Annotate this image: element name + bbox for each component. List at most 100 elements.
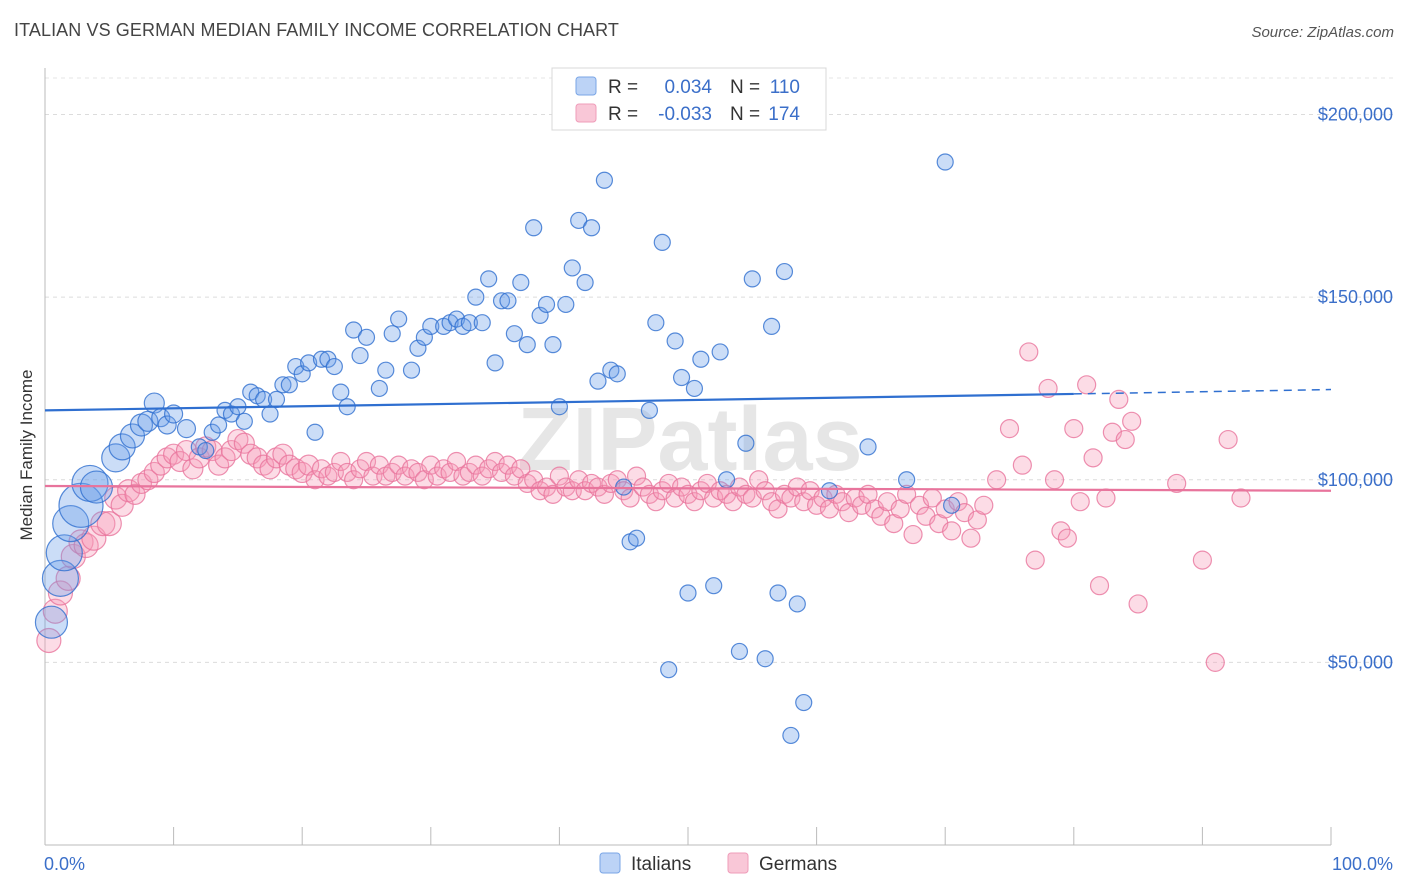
- italians-point-1: [41, 559, 80, 597]
- italians-point-2: [45, 534, 83, 572]
- germans-point-11: [110, 493, 134, 517]
- italians-point-28: [261, 405, 279, 423]
- germans-point-126: [852, 495, 872, 515]
- italians-point-95: [730, 642, 749, 661]
- italians-point-44: [370, 379, 388, 398]
- germans-point-69: [485, 451, 505, 472]
- axes: [44, 68, 1332, 846]
- germans-point-62: [440, 462, 460, 483]
- germans-point-43: [318, 466, 338, 486]
- trend-lines: [44, 388, 1332, 492]
- italians-point-68: [537, 295, 556, 314]
- italians-point-99: [762, 317, 781, 335]
- germans-point-53: [382, 462, 402, 483]
- chart-title: ITALIAN VS GERMAN MEDIAN FAMILY INCOME C…: [14, 20, 620, 40]
- x-tick-label-1: 100.0%: [1332, 854, 1393, 874]
- germans-point-94: [646, 492, 666, 512]
- germans-point-117: [794, 492, 814, 512]
- italians-point-88: [672, 368, 691, 387]
- germans-point-30: [233, 432, 255, 454]
- italians-point-30: [274, 376, 292, 394]
- bottom-legend: Italians Germans: [599, 852, 837, 875]
- italians-point-94: [717, 471, 736, 489]
- germans-legend-label: Germans: [759, 854, 837, 875]
- germans-point-156: [1070, 492, 1090, 512]
- italians-point-72: [563, 259, 581, 277]
- germans-point-54: [389, 455, 409, 475]
- germans-point-146: [987, 470, 1007, 490]
- italians-point-34: [300, 354, 318, 372]
- italians-point-61: [492, 292, 511, 310]
- italians-point-103: [788, 595, 806, 613]
- italians-point-89: [679, 584, 697, 602]
- germans-point-40: [298, 454, 320, 476]
- italians-n-value: 110: [770, 77, 800, 98]
- italians-point-43: [357, 328, 376, 346]
- italians-point-77: [595, 171, 614, 189]
- italians-point-59: [480, 270, 498, 288]
- italians-point-91: [692, 350, 710, 368]
- germans-point-47: [344, 470, 364, 490]
- germans-point-59: [421, 455, 441, 475]
- germans-point-166: [1167, 473, 1187, 494]
- germans-point-9: [96, 510, 122, 537]
- watermark: ZIPatlas: [517, 390, 862, 490]
- italians-swatch: [575, 76, 597, 96]
- germans-point-162: [1109, 389, 1129, 410]
- italians-point-20: [210, 416, 228, 434]
- italians-point-31: [280, 376, 298, 394]
- italians-trend-line: [44, 392, 1074, 412]
- germans-r-value: -0.033: [658, 104, 712, 125]
- germans-point-111: [755, 481, 775, 501]
- germans-point-93: [639, 484, 660, 504]
- germans-point-3: [55, 565, 81, 591]
- germans-point-145: [974, 495, 994, 515]
- germans-point-119: [806, 495, 827, 515]
- italians-point-38: [325, 357, 343, 376]
- italians-point-46: [383, 325, 401, 343]
- y-tick-labels: $50,000 $100,000 $150,000 $200,000: [1318, 105, 1393, 673]
- italians-point-71: [557, 295, 575, 314]
- germans-point-158: [1083, 448, 1103, 468]
- italians-point-57: [467, 288, 485, 306]
- italians-point-75: [582, 219, 601, 237]
- italians-point-107: [898, 471, 916, 489]
- y-tick-label-2: $150,000: [1318, 287, 1393, 307]
- italians-legend-label: Italians: [631, 854, 691, 875]
- germans-point-123: [832, 492, 852, 512]
- germans-point-70: [491, 462, 512, 483]
- germans-point-29: [227, 428, 249, 451]
- italians-point-60: [486, 354, 504, 372]
- germans-point-42: [311, 459, 332, 479]
- gridlines: [45, 77, 1395, 663]
- germans-points: [36, 342, 1251, 672]
- germans-point-66: [466, 455, 486, 475]
- germans-point-79: [549, 466, 570, 486]
- germans-point-108: [736, 484, 756, 504]
- italians-point-18: [197, 441, 215, 460]
- italians-point-93: [711, 343, 729, 361]
- germans-point-0: [36, 627, 62, 654]
- germans-point-60: [427, 466, 447, 486]
- germans-point-89: [614, 481, 634, 501]
- italians-point-109: [943, 496, 961, 514]
- germans-point-151: [1038, 378, 1058, 399]
- germans-point-86: [594, 484, 615, 504]
- germans-point-71: [498, 455, 518, 475]
- italians-point-87: [666, 332, 684, 350]
- italians-point-100: [769, 584, 787, 602]
- germans-point-170: [1231, 488, 1251, 508]
- germans-point-147: [999, 419, 1020, 439]
- italians-point-67: [531, 306, 549, 325]
- x-tick-labels: 0.0% 100.0%: [44, 854, 1393, 874]
- italians-legend-swatch: [599, 852, 621, 874]
- italians-point-79: [608, 365, 626, 383]
- italians-point-45: [377, 361, 395, 379]
- italians-r-value: 0.034: [664, 77, 712, 98]
- italians-point-50: [415, 328, 433, 346]
- germans-point-55: [395, 466, 415, 486]
- y-tick-label-0: $50,000: [1328, 652, 1393, 672]
- germans-point-167: [1192, 550, 1213, 570]
- germans-point-46: [337, 462, 357, 483]
- italians-point-102: [782, 726, 800, 745]
